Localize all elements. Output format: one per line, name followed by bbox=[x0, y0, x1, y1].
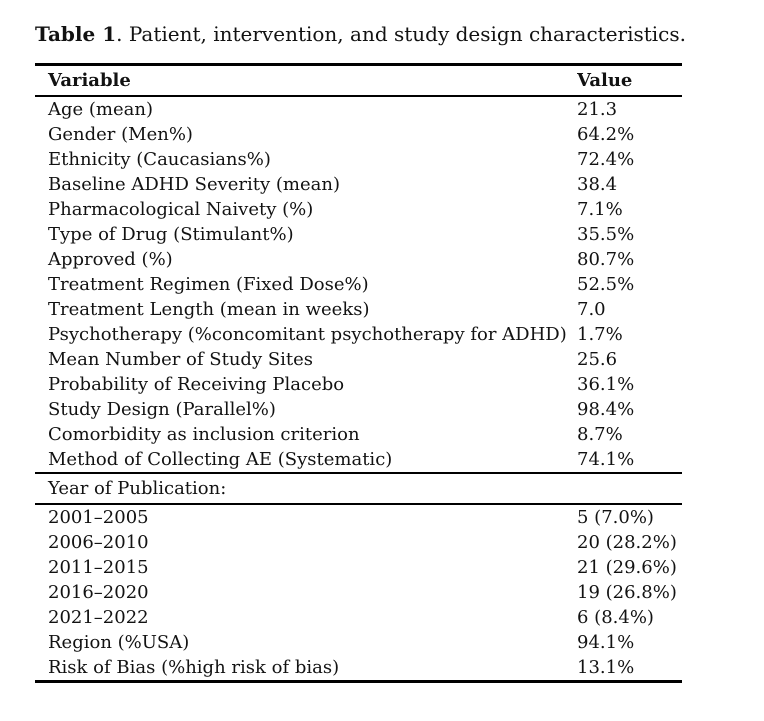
table-row: Psychotherapy (%concomitant psychotherap… bbox=[35, 322, 682, 347]
value-cell: 20 (28.2%) bbox=[577, 532, 677, 553]
value-cell: 7.0 bbox=[577, 299, 606, 320]
value-cell: 98.4% bbox=[577, 399, 635, 420]
variable-cell: Region (%USA) bbox=[48, 632, 190, 653]
variable-cell: 2011–2015 bbox=[48, 557, 149, 578]
table-row: Baseline ADHD Severity (mean) 38.4 bbox=[35, 172, 682, 197]
table-row: Pharmacological Naivety (%) 7.1% bbox=[35, 197, 682, 222]
table-header-row: Variable Value bbox=[35, 64, 682, 97]
page: Table 1. Patient, intervention, and stud… bbox=[35, 22, 725, 683]
value-cell: 35.5% bbox=[577, 224, 635, 245]
variable-cell: Comorbidity as inclusion criterion bbox=[48, 424, 360, 445]
variable-cell: Mean Number of Study Sites bbox=[48, 349, 314, 370]
variable-cell: Treatment Regimen (Fixed Dose%) bbox=[48, 274, 369, 295]
variable-cell: Probability of Receiving Placebo bbox=[48, 374, 345, 395]
value-cell: 1.7% bbox=[577, 324, 623, 345]
table-row: 2021–2022 6 (8.4%) bbox=[35, 605, 682, 630]
value-cell: 6 (8.4%) bbox=[577, 607, 654, 628]
value-cell: 80.7% bbox=[577, 249, 635, 270]
variable-cell: Approved (%) bbox=[48, 249, 173, 270]
characteristics-table: Variable Value Age (mean) 21.3 Gender (M… bbox=[35, 63, 682, 683]
value-cell: 19 (26.8%) bbox=[577, 582, 677, 603]
value-cell: 13.1% bbox=[577, 657, 635, 678]
table-row: Type of Drug (Stimulant%) 35.5% bbox=[35, 222, 682, 247]
section-header-row: Year of Publication: bbox=[35, 473, 682, 505]
variable-cell: 2016–2020 bbox=[48, 582, 149, 603]
table-row: Treatment Regimen (Fixed Dose%) 52.5% bbox=[35, 272, 682, 297]
value-cell: 21 (29.6%) bbox=[577, 557, 677, 578]
table-row: Comorbidity as inclusion criterion 8.7% bbox=[35, 422, 682, 447]
table-row: Risk of Bias (%high risk of bias) 13.1% bbox=[35, 655, 682, 682]
variable-cell: Pharmacological Naivety (%) bbox=[48, 199, 314, 220]
value-cell: 94.1% bbox=[577, 632, 635, 653]
value-cell: 38.4 bbox=[577, 174, 618, 195]
value-column-header: Value bbox=[577, 64, 682, 97]
value-cell: 25.6 bbox=[577, 349, 618, 370]
variable-cell: Risk of Bias (%high risk of bias) bbox=[48, 657, 340, 678]
value-cell: 7.1% bbox=[577, 199, 623, 220]
value-cell: 74.1% bbox=[577, 447, 682, 474]
variable-cell: 2021–2022 bbox=[48, 607, 149, 628]
value-cell: 8.7% bbox=[577, 424, 623, 445]
table-row: Approved (%) 80.7% bbox=[35, 247, 682, 272]
variable-column-header: Variable bbox=[35, 64, 577, 97]
value-cell: 36.1% bbox=[577, 374, 635, 395]
table-row: 2011–2015 21 (29.6%) bbox=[35, 555, 682, 580]
table-row: Study Design (Parallel%) 98.4% bbox=[35, 397, 682, 422]
table-row: Age (mean) 21.3 bbox=[35, 96, 682, 122]
variable-cell: Baseline ADHD Severity (mean) bbox=[48, 174, 340, 195]
table-row: Probability of Receiving Placebo 36.1% bbox=[35, 372, 682, 397]
table-caption-text: . Patient, intervention, and study desig… bbox=[116, 22, 687, 46]
variable-cell: Study Design (Parallel%) bbox=[48, 399, 276, 420]
value-cell: 52.5% bbox=[577, 274, 635, 295]
variable-cell: Type of Drug (Stimulant%) bbox=[48, 224, 294, 245]
table-row: Method of Collecting AE (Systematic) 74.… bbox=[35, 447, 682, 474]
value-cell: 21.3 bbox=[577, 99, 618, 120]
variable-cell: Psychotherapy (%concomitant psychotherap… bbox=[48, 324, 567, 345]
value-cell: 64.2% bbox=[577, 124, 635, 145]
table-row: Treatment Length (mean in weeks) 7.0 bbox=[35, 297, 682, 322]
variable-cell: Treatment Length (mean in weeks) bbox=[48, 299, 370, 320]
variable-cell: 2001–2005 bbox=[48, 507, 149, 528]
value-cell: 5 (7.0%) bbox=[577, 507, 654, 528]
variable-cell: Age (mean) bbox=[48, 99, 153, 120]
table-row: 2016–2020 19 (26.8%) bbox=[35, 580, 682, 605]
table-caption-label: Table 1 bbox=[35, 22, 117, 46]
table-row: Ethnicity (Caucasians%) 72.4% bbox=[35, 147, 682, 172]
variable-cell: Method of Collecting AE (Systematic) bbox=[35, 447, 577, 474]
table-row: Mean Number of Study Sites 25.6 bbox=[35, 347, 682, 372]
section-label: Year of Publication: bbox=[35, 473, 682, 505]
table-row: Region (%USA) 94.1% bbox=[35, 630, 682, 655]
variable-cell: Gender (Men%) bbox=[48, 124, 193, 145]
variable-cell: Ethnicity (Caucasians%) bbox=[48, 149, 271, 170]
table-row: Gender (Men%) 64.2% bbox=[35, 122, 682, 147]
table-row: 2001–2005 5 (7.0%) bbox=[35, 504, 682, 530]
table-row: 2006–2010 20 (28.2%) bbox=[35, 530, 682, 555]
table-caption: Table 1. Patient, intervention, and stud… bbox=[35, 22, 725, 46]
variable-cell: 2006–2010 bbox=[48, 532, 149, 553]
value-cell: 72.4% bbox=[577, 149, 635, 170]
